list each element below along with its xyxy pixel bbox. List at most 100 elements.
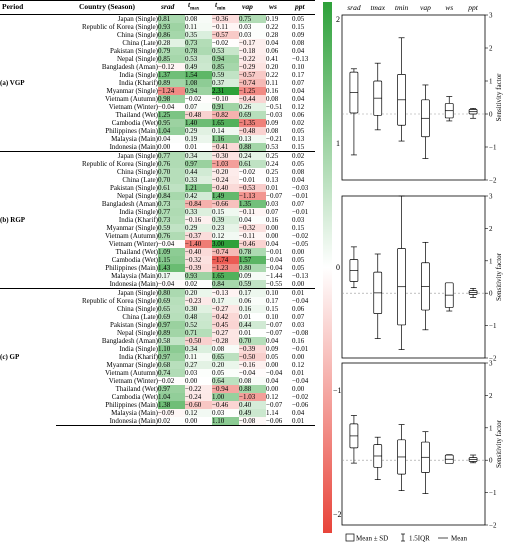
heatmap-cell-ppt: 0.05: [292, 126, 305, 135]
heatmap-cell-srad: 0.89: [158, 328, 185, 337]
heatmap-cell-ppt: 0.07: [292, 312, 305, 321]
y-axis-tick-label: 3: [489, 12, 493, 20]
heatmap-cell-tmin: −0.42: [212, 312, 239, 321]
heatmap-cell-srad: 1.15: [158, 255, 185, 264]
country-label: Vietnam (Winter): [108, 102, 158, 111]
country-label: Thailand (Wet): [115, 247, 158, 256]
heatmap-cell-tmin: −1.23: [212, 263, 239, 272]
heatmap-cell-tmax: 0.34: [185, 344, 212, 353]
heatmap-cell-ppt: 0.08: [292, 167, 305, 176]
heatmap-cell-ppt: 0.05: [292, 159, 305, 168]
country-label: Myanmar (Single): [106, 86, 158, 95]
heatmap-cell-ppt: 0.04: [292, 408, 305, 417]
table-row: Vietnam (Autumn) 0.98 −0.02 −0.10 −0.44 0.08 0…: [0, 94, 315, 103]
y-axis-tick-label: −1: [489, 489, 497, 497]
heatmap-cell-tmin: −0.36: [212, 13, 239, 23]
heatmap-cell-ws: 0.20: [266, 62, 279, 71]
heatmap-cell-ppt: −0.06: [292, 400, 309, 409]
country-label: Philippines (Main): [105, 126, 158, 135]
heatmap-cell-srad: 0.65: [158, 304, 185, 313]
heatmap-cell-srad: 0.73: [158, 199, 185, 208]
heatmap-cell-vap: −0.57: [239, 70, 266, 79]
header-period: Period: [0, 0, 56, 15]
heatmap-cell-tmax: 0.42: [185, 191, 212, 200]
heatmap-cell-tmax: −0.84: [185, 199, 212, 208]
table-row: India (Single) 1.10 0.34 0.08 −0.39 0.09 −0.01: [0, 344, 315, 353]
table-row: Cambodia (Wet) 1.15 −0.32 −1.74 1.57 −0.04 0.0…: [0, 255, 315, 264]
heatmap-cell-ws: 0.00: [266, 384, 279, 393]
heatmap-cell-srad: 0.00: [158, 142, 185, 151]
heatmap-cell-ws: −0.04: [266, 368, 283, 377]
heatmap-cell-vap: 0.16: [239, 304, 266, 313]
heatmap-cell-ws: 0.00: [266, 360, 279, 369]
legend-label-iqr: 1.5IQR: [409, 535, 430, 543]
heatmap-cell-srad: 0.02: [158, 416, 185, 426]
heatmap-cell-tmin: −0.82: [212, 110, 239, 119]
heatmap-cell-tmin: 2.31: [212, 86, 239, 95]
heatmap-cell-tmax: 0.07: [185, 102, 212, 111]
heatmap-cell-tmax: 0.19: [185, 134, 212, 143]
heatmap-cell-ppt: 0.00: [292, 279, 305, 288]
color-scale-tick-label: 1: [336, 138, 340, 148]
heatmap-cell-ppt: −0.02: [292, 392, 309, 401]
heatmap-cell-srad: 0.73: [158, 215, 185, 224]
heatmap-cell-vap: −0.11: [239, 207, 266, 216]
heatmap-cell-tmin: 0.65: [212, 352, 239, 361]
heatmap-table: Period Country (Season) srad tmax tmin vap w…: [0, 0, 315, 426]
boxplot-category-label: tmax: [370, 3, 385, 12]
country-label: Nepal (Single): [116, 54, 158, 63]
y-axis-tick-label: 0: [489, 457, 493, 465]
heatmap-cell-ppt: 0.02: [292, 118, 305, 127]
heatmap-cell-tmin: 0.23: [212, 223, 239, 232]
heatmap-cell-tmax: 0.12: [185, 408, 212, 417]
heatmap-cell-ppt: 0.12: [292, 360, 305, 369]
heatmap-cell-ppt: 0.05: [292, 263, 305, 272]
heatmap-cell-ppt: 0.04: [292, 175, 305, 184]
table-row: China (Late) 0.28 0.73 −0.02 −0.17 0.04 0.08: [0, 38, 315, 47]
heatmap-cell-ws: −0.07: [266, 320, 283, 329]
table-row: Thailand (Wet) 1.25 −0.48 −0.82 0.69 −0.03 0.0…: [0, 110, 315, 119]
heatmap-cell-vap: −0.11: [239, 231, 266, 240]
heatmap-cell-tmax: −0.23: [185, 296, 212, 305]
heatmap-cell-tmax: 0.27: [185, 360, 212, 369]
heatmap-cell-ppt: 0.04: [292, 94, 305, 103]
table-row: China (Late) 0.69 0.48 −0.42 0.01 0.10 0.07: [0, 312, 315, 321]
heatmap-cell-ws: −0.07: [266, 328, 283, 337]
country-label: Vietnam (Autumn): [104, 231, 158, 240]
heatmap-cell-vap: 0.61: [239, 159, 266, 168]
heatmap-cell-tmin: −0.11: [212, 22, 239, 31]
heatmap-cell-vap: 1.35: [239, 199, 266, 208]
heatmap-cell-tmin: 1.49: [212, 191, 239, 200]
heatmap-cell-ppt: 0.00: [292, 247, 305, 256]
heatmap-cell-tmin: 0.59: [212, 70, 239, 79]
heatmap-cell-srad: −0.04: [158, 239, 185, 248]
heatmap-cell-tmax: 0.02: [185, 279, 212, 288]
heatmap-cell-ppt: −0.03: [292, 183, 309, 192]
heatmap-cell-srad: 0.97: [158, 384, 185, 393]
heatmap-cell-tmax: −0.40: [185, 247, 212, 256]
heatmap-cell-ppt: 0.08: [292, 38, 305, 47]
heatmap-cell-tmin: −0.27: [212, 304, 239, 313]
heatmap-cell-tmin: −0.94: [212, 384, 239, 393]
heatmap-cell-srad: 0.28: [158, 38, 185, 47]
heatmap-cell-ws: 0.16: [266, 215, 279, 224]
heatmap-cell-tmax: 1.54: [185, 70, 212, 79]
heatmap-cell-ws: 1.14: [266, 408, 279, 417]
heatmap-cell-vap: −0.17: [239, 38, 266, 47]
table-row: Myanmar (Single) 0.59 0.29 0.23 −0.32 0.00 0.1…: [0, 223, 315, 232]
heatmap-cell-srad: −0.04: [158, 279, 185, 288]
table-row: Myanmar (Single) 0.68 0.27 0.20 −0.16 0.00 0.1…: [0, 360, 315, 369]
country-label: China (Late): [122, 312, 158, 321]
heatmap-cell-srad: −0.09: [158, 408, 185, 417]
heatmap-cell-vap: 0.08: [239, 376, 266, 385]
heatmap-cell-vap: −1.03: [239, 392, 266, 401]
heatmap-cell-tmin: −0.28: [212, 336, 239, 345]
heatmap-cell-ws: 0.11: [266, 78, 278, 87]
heatmap-cell-vap: −0.16: [239, 360, 266, 369]
table-row: Cambodia (Wet) 0.95 1.40 1.65 −1.35 0.09 0.02: [0, 118, 315, 127]
heatmap-cell-tmin: 1.65: [212, 271, 239, 280]
table-row: India (Kharif) 0.97 0.11 0.65 −0.50 0.05 0.00: [0, 352, 315, 361]
country-label: Philippines (Main): [105, 400, 158, 409]
heatmap-cell-vap: 0.06: [239, 296, 266, 305]
sensitivity-heatmap-table: Period Country (Season) srad tmax tmin vap w…: [0, 0, 315, 426]
